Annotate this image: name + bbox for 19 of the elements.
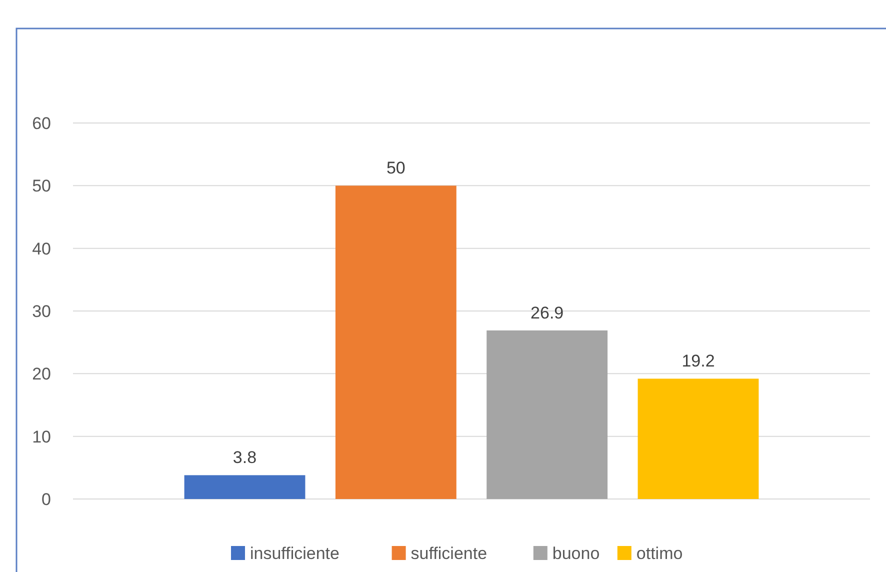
y-tick-label: 50 (32, 176, 51, 196)
bar (486, 330, 608, 499)
legend-label: buono (552, 544, 600, 563)
legend-label: ottimo (636, 544, 683, 563)
bar (335, 186, 456, 499)
y-tick-label: 0 (42, 490, 51, 509)
y-tick-label: 10 (32, 427, 51, 446)
legend-label: insufficiente (250, 544, 340, 563)
y-tick-label: 40 (32, 239, 51, 258)
y-tick-label: 60 (32, 114, 51, 133)
legend-label: sufficiente (410, 544, 488, 563)
y-tick-label: 20 (32, 364, 51, 384)
data-label: 26.9 (530, 303, 564, 322)
data-label: 50 (386, 158, 406, 178)
data-label: 3.8 (232, 448, 257, 468)
y-tick-label: 30 (32, 302, 51, 321)
bar (638, 378, 759, 499)
bar (184, 475, 306, 499)
data-label: 19.2 (682, 352, 715, 371)
